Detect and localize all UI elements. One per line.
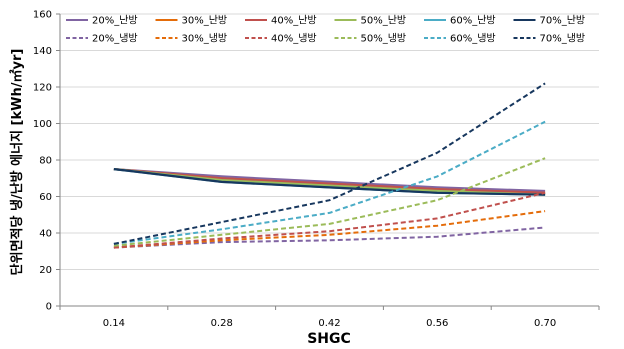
series-line (113, 210, 546, 249)
series-line (113, 168, 546, 196)
legend-label: 30%_난방 (182, 15, 228, 27)
x-tick-labels: 0.14 0.28 0.42 0.56 0.70 (59, 306, 600, 329)
legend-label: 60%_난방 (450, 15, 496, 27)
series-line (113, 168, 546, 193)
legend-label: 50%_냉방 (361, 33, 407, 45)
legend-label: 60%_냉방 (450, 33, 496, 45)
y-tick-label: 160 (33, 10, 52, 21)
x-tick-label: 0.56 (426, 318, 448, 329)
legend-label: 40%_난방 (271, 15, 317, 27)
series-line (113, 168, 546, 196)
legend-label: 50%_난방 (361, 15, 407, 27)
y-tick-labels: 0 20 40 60 80 100 120 140 160 (33, 10, 60, 313)
legend-label: 20%_난방 (92, 15, 138, 27)
y-tick-label: 140 (33, 46, 52, 57)
x-tick-label: 0.28 (211, 318, 233, 329)
legend: 20%_난방 30%_난방 40%_난방 50%_난방 60%_난방 70%_난방 20%_… (66, 15, 585, 45)
y-tick-label: 0 (46, 302, 52, 313)
y-tick-label: 100 (33, 119, 52, 130)
x-tick-label: 0.42 (318, 318, 340, 329)
legend-label: 70%_난방 (540, 15, 586, 27)
y-tick-label: 120 (33, 83, 52, 94)
y-axis-title: 단위면적당 냉/난방 에너지 [kWh/㎡yr] (9, 49, 25, 276)
gridlines (60, 13, 599, 270)
legend-label: 30%_냉방 (182, 33, 228, 45)
legend-label: 20%_냉방 (92, 33, 138, 45)
x-axis-title: SHGC (307, 331, 351, 347)
legend-label: 40%_냉방 (271, 33, 317, 45)
y-tick-label: 20 (39, 265, 52, 276)
y-tick-label: 80 (39, 156, 52, 167)
series-line (113, 157, 546, 247)
x-tick-label: 0.14 (103, 318, 125, 329)
series-line (113, 82, 546, 245)
series-lines (113, 82, 546, 249)
series-line (113, 191, 546, 249)
legend-label: 70%_냉방 (540, 33, 586, 45)
y-tick-label: 40 (39, 229, 52, 240)
y-tick-label: 60 (39, 192, 52, 203)
x-tick-label: 0.70 (534, 318, 556, 329)
series-line (113, 120, 546, 245)
series-line (113, 168, 546, 194)
